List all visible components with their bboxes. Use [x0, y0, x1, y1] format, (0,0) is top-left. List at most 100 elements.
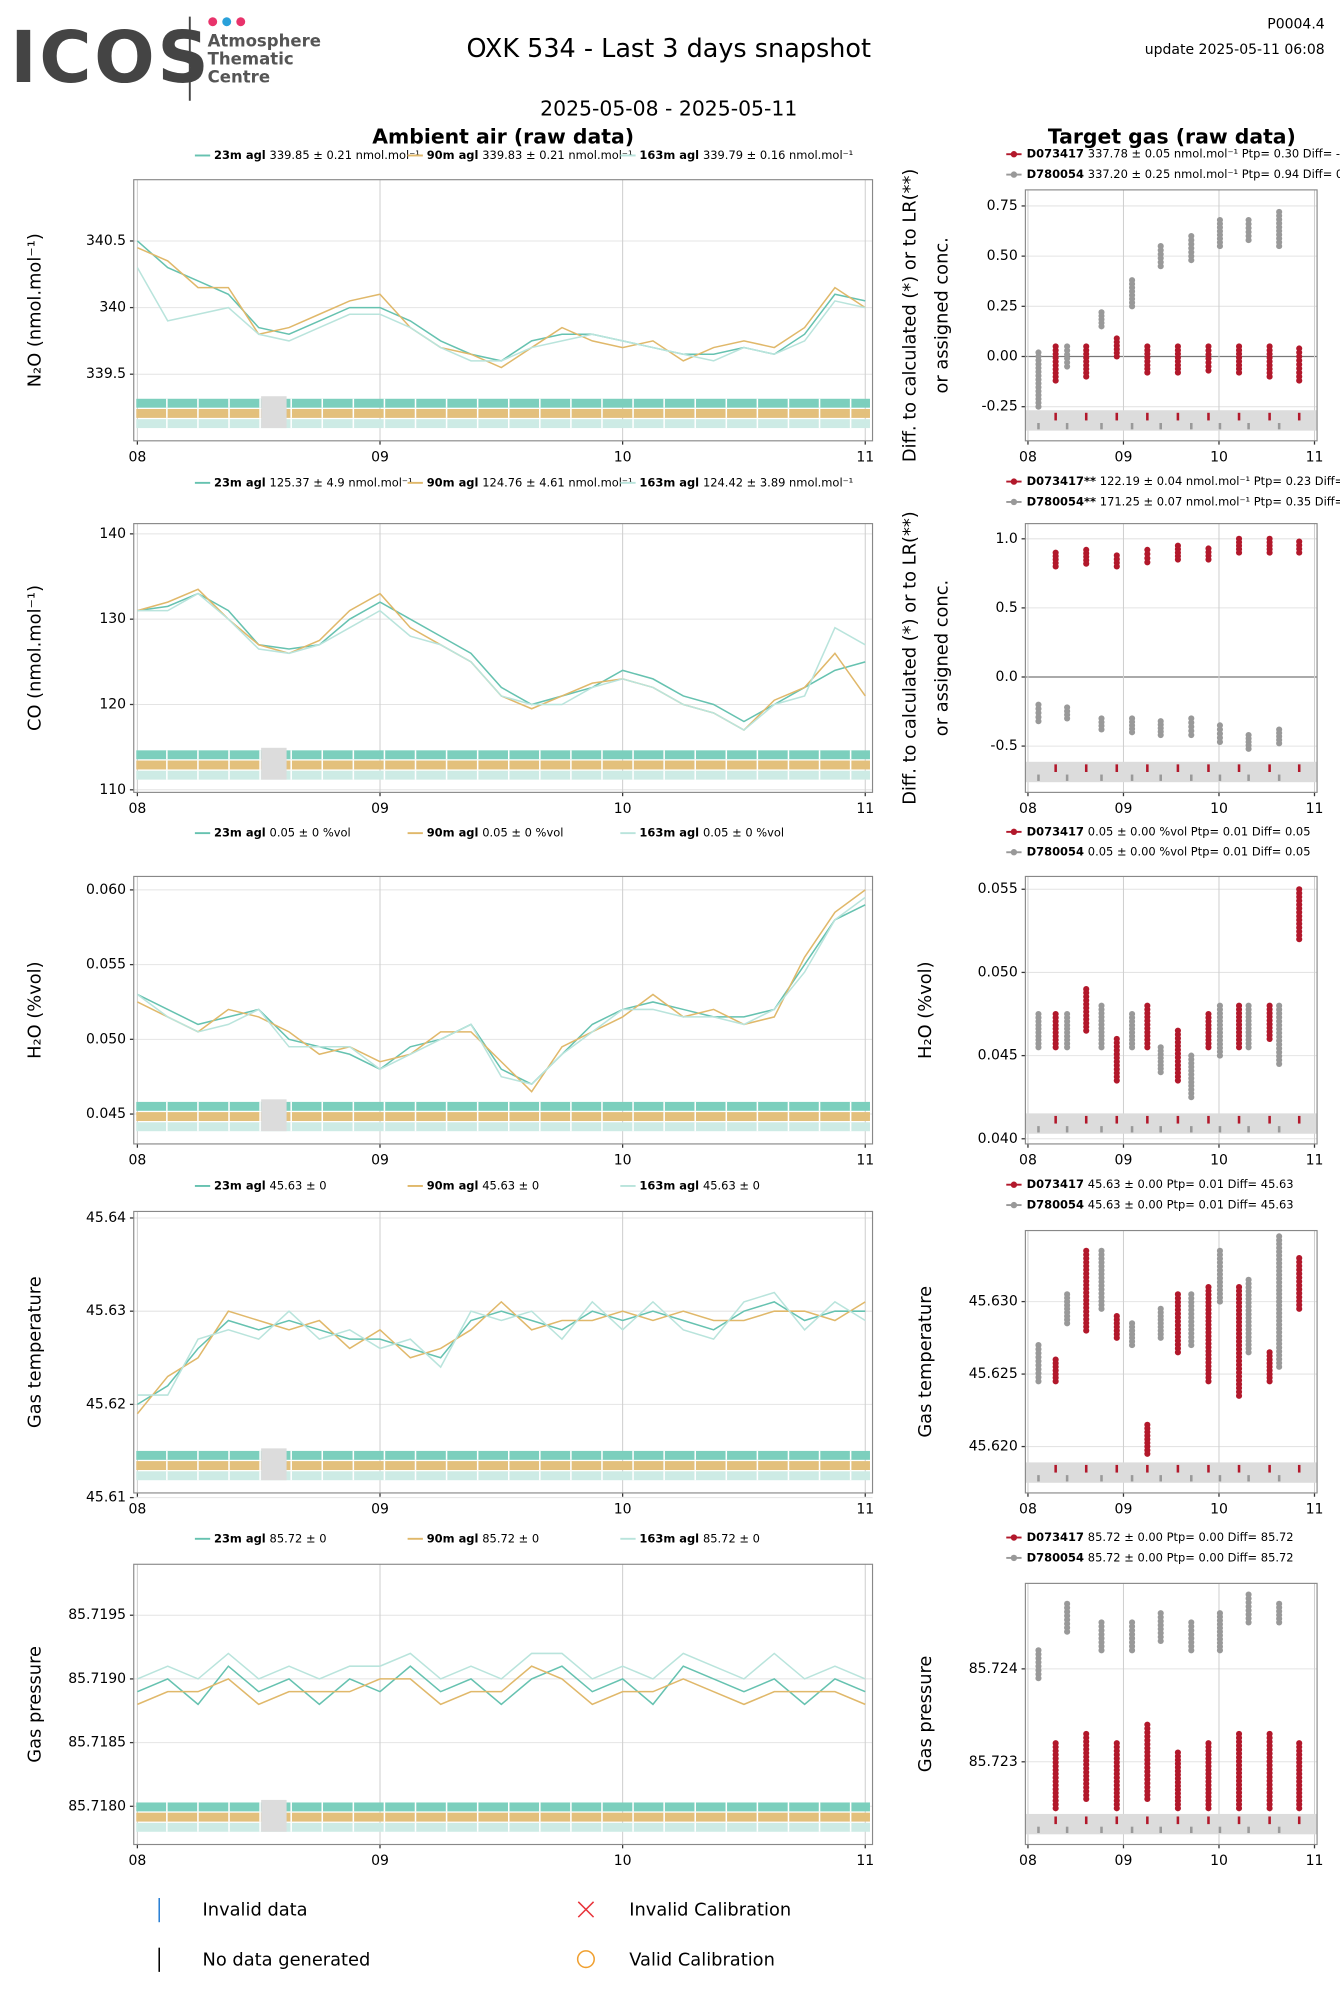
legend-name: 23m agl	[214, 826, 266, 840]
target-group	[1052, 343, 1059, 384]
y-tick-label: 0.75	[987, 198, 1018, 214]
flag-missing	[261, 1799, 287, 1832]
target-group	[1235, 1284, 1243, 1399]
y-tick-label: 45.625	[969, 1366, 1018, 1382]
legend-stats: 45.63 ± 0	[703, 1178, 760, 1192]
target-group	[1052, 1740, 1059, 1812]
dot	[1205, 1044, 1212, 1051]
plot-area	[133, 1564, 873, 1845]
dot	[1083, 1795, 1090, 1803]
legend-stats: 125.37 ± 4.9 nmol.mol⁻¹	[270, 475, 413, 489]
target-group	[1266, 535, 1273, 556]
y-tick-label: 0.0	[995, 669, 1017, 685]
plot-area	[133, 523, 873, 793]
flag-strip	[136, 1822, 870, 1832]
legend-name: D073417	[1027, 147, 1084, 161]
dot	[1276, 243, 1283, 250]
plot-border	[1024, 1229, 1318, 1494]
target-group	[1205, 1740, 1212, 1812]
legend-stats: 85.72 ± 0	[482, 1531, 539, 1545]
y-tick-label: 0.040	[978, 1131, 1018, 1147]
legend-name: D073417	[1027, 1177, 1084, 1191]
legend-name: 90m agl	[427, 148, 479, 162]
dot	[1052, 1044, 1059, 1051]
series-line	[136, 1300, 866, 1415]
x-tick-label: 08	[1019, 1853, 1037, 1869]
target-group	[1205, 343, 1212, 374]
y-tick-label: -0.5	[990, 738, 1017, 754]
org-line: Atmosphere	[208, 32, 321, 51]
dot	[1144, 1795, 1151, 1803]
y-axis-label: CO (nmol.mol⁻¹)	[25, 585, 46, 731]
flag-band	[1025, 410, 1318, 431]
dot	[1235, 369, 1243, 376]
dot	[1144, 1044, 1151, 1051]
dot	[1113, 1077, 1120, 1084]
y-tick-label: 85.7195	[68, 1607, 126, 1623]
target-group	[1216, 1610, 1223, 1654]
target-group	[1083, 986, 1090, 1034]
flag-band	[1025, 1113, 1318, 1134]
flag-strip	[136, 770, 870, 780]
y-tick-label: 0.060	[86, 882, 126, 898]
target-group	[1157, 1044, 1164, 1076]
target-group	[1083, 343, 1090, 380]
legend-name: 90m agl	[427, 1178, 479, 1192]
dot	[1216, 1647, 1223, 1654]
target-group	[1113, 1035, 1120, 1084]
dot	[1188, 257, 1195, 264]
flag-missing	[261, 1099, 287, 1132]
dot	[1216, 1298, 1223, 1305]
x-tick-label: 10	[614, 449, 632, 465]
dot	[1266, 1378, 1273, 1385]
x-tick-label: 11	[856, 1152, 874, 1168]
series-line	[137, 1652, 866, 1680]
y-tick-label: 0.050	[978, 964, 1018, 980]
target-group	[1064, 1291, 1071, 1327]
target-group	[1157, 1305, 1164, 1341]
dot	[1216, 738, 1223, 745]
y-tick-label: 339.5	[86, 366, 126, 382]
y-tick-label: 0.055	[86, 957, 126, 973]
dot	[1235, 1044, 1243, 1051]
legend-label: Valid Calibration	[629, 1949, 775, 1970]
dot	[1245, 1349, 1252, 1356]
target-group	[1245, 1002, 1252, 1051]
target-group	[1144, 1002, 1151, 1051]
target-group	[1205, 1010, 1212, 1051]
dot	[1144, 369, 1151, 376]
legend-name: D780054	[1027, 1198, 1084, 1212]
y-tick-label: 85.7180	[68, 1798, 126, 1814]
dot	[1174, 369, 1181, 376]
dot	[1129, 303, 1136, 310]
flag-strip	[136, 408, 870, 418]
series-line	[137, 1291, 866, 1396]
legend-stats: 171.25 ± 0.07 nmol.mol⁻¹ Ptp= 0.35 Diff=…	[1100, 494, 1340, 508]
flag-strip	[136, 1450, 870, 1460]
x-tick-label: 09	[371, 1853, 389, 1869]
y-axis-label: H₂O (%vol)	[915, 961, 936, 1059]
target-group	[1064, 1600, 1071, 1635]
legend-dot	[1010, 1534, 1018, 1541]
target-group	[1276, 1233, 1283, 1370]
dot	[1129, 1044, 1136, 1051]
x-tick-label: 08	[128, 1152, 146, 1168]
legend-stats: 337.78 ± 0.05 nmol.mol⁻¹ Ptp= 0.30 Diff=…	[1088, 147, 1340, 161]
target-group	[1235, 1002, 1243, 1051]
legend-stats: 0.05 ± 0.00 %vol Ptp= 0.01 Diff= 0.05	[1088, 845, 1311, 859]
legend-stats: 124.76 ± 4.61 nmol.mol⁻¹	[482, 475, 632, 489]
dot	[1083, 560, 1090, 567]
plot-area	[1025, 189, 1318, 441]
dot	[1276, 1619, 1283, 1626]
y-tick-label: 85.7190	[68, 1671, 126, 1687]
legend-label: No data generated	[203, 1949, 371, 1970]
dot	[1174, 556, 1181, 563]
dot	[1035, 1378, 1042, 1385]
flag-band	[1025, 1813, 1318, 1835]
legend-dot	[1010, 478, 1018, 485]
flag-strip	[136, 1101, 870, 1111]
plot-border	[133, 875, 874, 1145]
plot-area	[133, 1211, 873, 1493]
target-group	[1098, 715, 1105, 733]
dot	[1296, 377, 1303, 384]
